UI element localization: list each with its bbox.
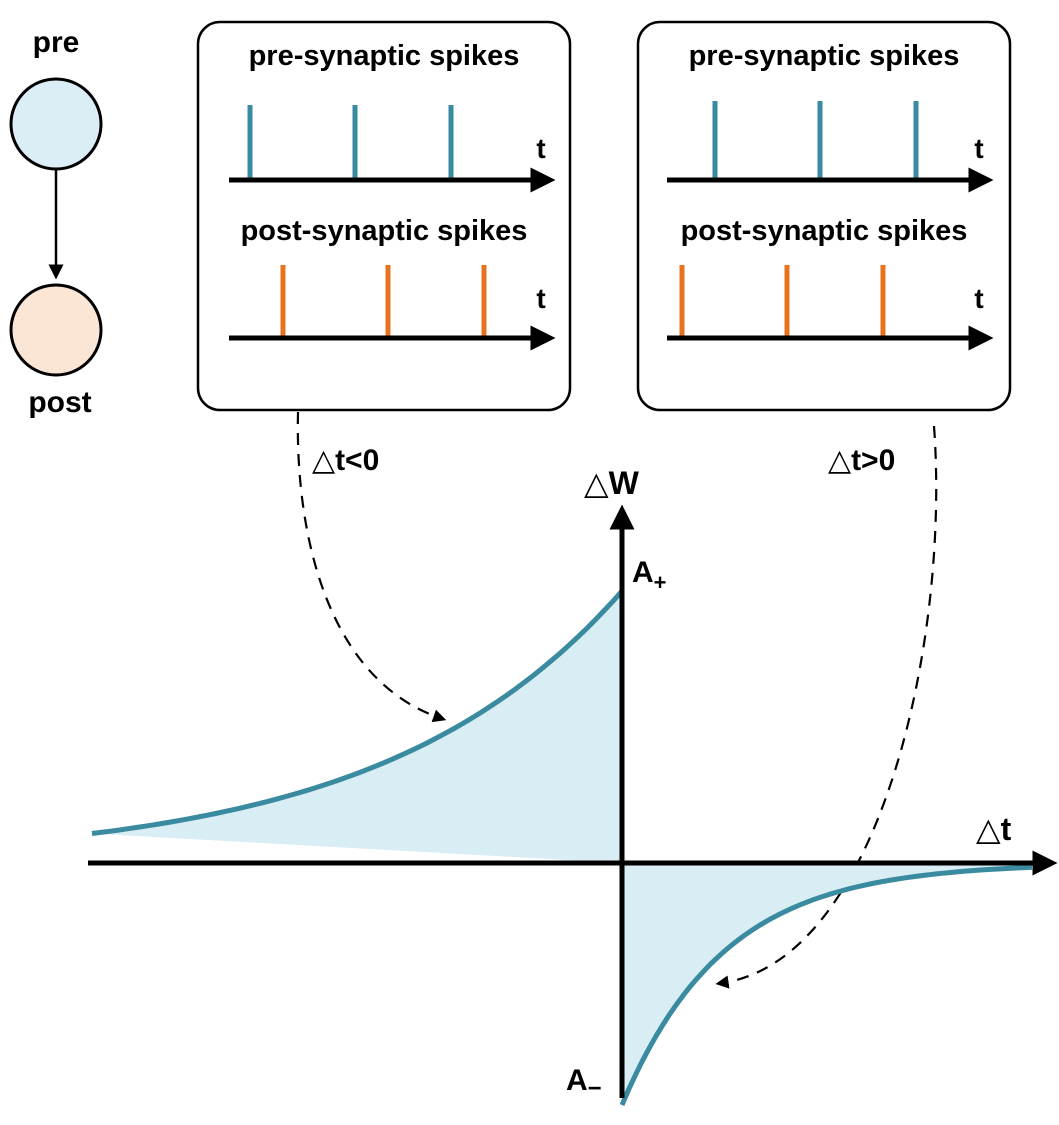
post-neuron bbox=[9, 283, 103, 377]
positive-dt-label: △t>0 bbox=[828, 444, 895, 477]
post-spikes-title: post-synaptic spikes bbox=[241, 215, 528, 247]
spike-panel-negative: pre-synaptic spikes t post-synaptic spik… bbox=[196, 20, 572, 412]
pre-neuron-label: pre bbox=[33, 26, 80, 59]
post-time-label: t bbox=[536, 283, 545, 314]
x-axis-label: △t bbox=[976, 811, 1012, 847]
post-spike-train bbox=[679, 265, 886, 336]
ltp-curve bbox=[91, 589, 624, 836]
negative-dt-label: △t<0 bbox=[312, 444, 379, 477]
stdp-plot: △W △t A+ A− bbox=[88, 465, 1058, 1106]
positive-dt-connector bbox=[715, 425, 938, 989]
ltd-curve bbox=[619, 864, 1033, 1106]
post-spikes-title: post-synaptic spikes bbox=[681, 215, 968, 247]
panel-box bbox=[196, 20, 572, 412]
pre-spikes-title: pre-synaptic spikes bbox=[689, 40, 960, 72]
post-time-label: t bbox=[974, 283, 983, 314]
pre-spikes-title: pre-synaptic spikes bbox=[249, 40, 520, 72]
negative-dt-connector bbox=[296, 411, 447, 723]
ltd-area bbox=[622, 863, 1032, 1105]
a-minus-label: A− bbox=[566, 1064, 602, 1102]
ltp-area bbox=[92, 591, 622, 863]
post-neuron-label: post bbox=[28, 386, 91, 419]
pre-time-label: t bbox=[974, 133, 983, 164]
a-plus-label: A+ bbox=[632, 556, 667, 595]
post-spike-train bbox=[280, 265, 487, 336]
pre-spike-train bbox=[247, 105, 454, 178]
spike-panel-positive: pre-synaptic spikes t post-synaptic spik… bbox=[636, 20, 1012, 412]
neuron-pair: pre post bbox=[9, 26, 103, 419]
pre-time-label: t bbox=[536, 133, 545, 164]
pre-neuron bbox=[9, 77, 103, 171]
y-axis-label: △W bbox=[584, 465, 640, 501]
pre-spike-train bbox=[712, 101, 919, 178]
